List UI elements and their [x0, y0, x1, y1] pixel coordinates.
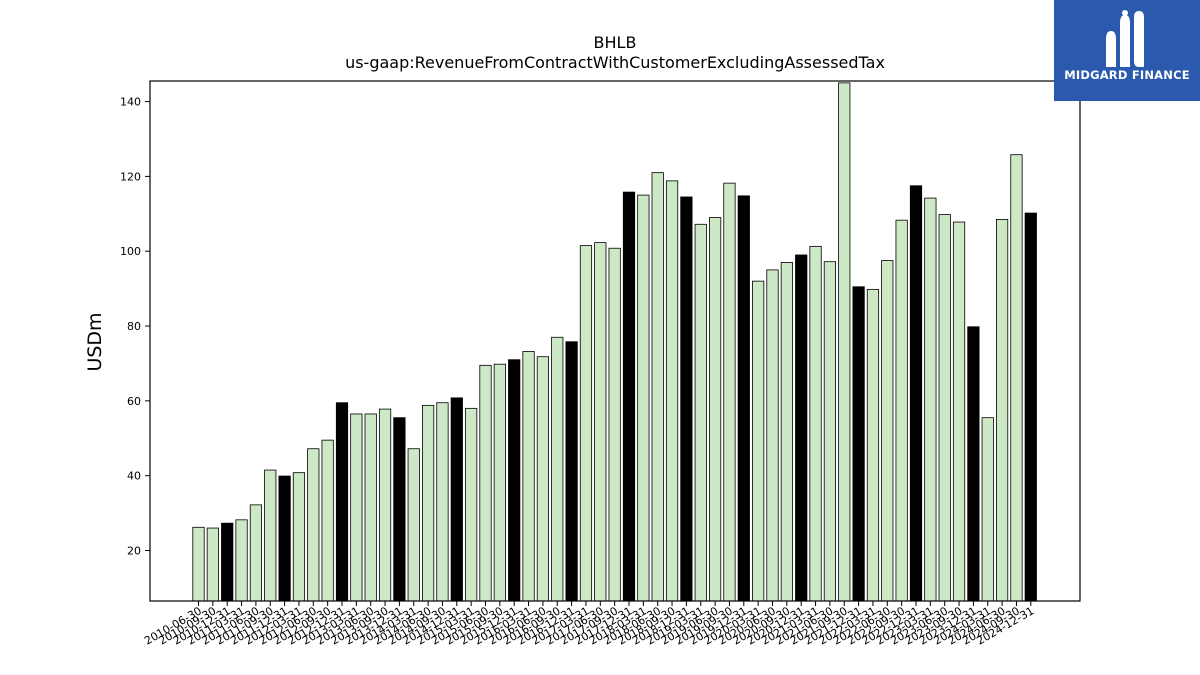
- bar-2011-09-30: [264, 469, 277, 602]
- bar-2021-12-31: [852, 286, 865, 602]
- bar-2010-06-30: [192, 526, 205, 602]
- chart-subtitle: us-gaap:RevenueFromContractWithCustomerE…: [345, 53, 885, 72]
- bar-2015-12-31: [508, 359, 521, 602]
- bar-2017-03-31: [579, 245, 593, 602]
- y-axis-label: USDm: [84, 312, 106, 371]
- bar-2015-06-30: [479, 364, 492, 602]
- y-tick-label: 120: [120, 170, 141, 183]
- y-tick-label: 100: [120, 245, 141, 258]
- bar-2015-03-31: [465, 407, 478, 602]
- y-tick-label: 20: [127, 544, 141, 557]
- plot-area-frame: [149, 80, 1081, 602]
- bar-2019-12-31: [737, 195, 750, 602]
- bar-2016-06-30: [536, 356, 550, 602]
- bar-2024-09-30: [1010, 154, 1023, 602]
- bar-2018-09-30: [665, 180, 679, 602]
- bar-2016-03-31: [522, 351, 535, 602]
- bar-2017-09-30: [608, 247, 621, 602]
- brand-name: MIDGARD FINANCE: [1064, 68, 1190, 82]
- bar-2022-09-30: [895, 219, 908, 602]
- bar-2014-09-30: [436, 402, 449, 602]
- bar-2012-09-30: [321, 439, 334, 602]
- bar-2024-03-31: [981, 417, 994, 602]
- brand-logo: MIDGARD FINANCE: [1054, 0, 1200, 101]
- bar-2013-09-30: [378, 408, 392, 602]
- bar-2020-09-30: [780, 262, 793, 602]
- bar-2023-12-31: [967, 326, 980, 602]
- bar-2016-12-31: [565, 341, 578, 602]
- bar-2010-12-31: [221, 522, 234, 602]
- bar-2019-06-30: [709, 217, 722, 602]
- bar-2021-06-30: [823, 261, 837, 602]
- bar-2023-09-30: [952, 221, 966, 602]
- bar-2022-06-30: [881, 260, 894, 602]
- bar-2014-12-31: [450, 397, 463, 602]
- y-axis-ticks: 20 40 60 80 100 120 140: [120, 96, 150, 557]
- bar-2011-03-31: [235, 519, 248, 602]
- bar-2019-09-30: [723, 182, 736, 602]
- y-tick-label: 40: [127, 470, 141, 483]
- bar-2019-03-31: [694, 223, 707, 602]
- bar-2010-09-30: [206, 527, 219, 602]
- bar-2024-06-30: [996, 219, 1009, 602]
- bar-2013-12-31: [393, 417, 406, 602]
- bars-group: [192, 82, 1037, 602]
- bar-2013-03-31: [350, 413, 363, 602]
- chart-title: BHLB: [594, 33, 637, 52]
- bar-2021-09-30: [838, 82, 851, 602]
- bar-2024-12-31: [1024, 212, 1037, 602]
- bar-2017-12-31: [622, 191, 636, 602]
- bar-2012-06-30: [307, 448, 320, 602]
- bar-2016-09-30: [551, 336, 564, 602]
- bar-2020-06-30: [766, 269, 779, 602]
- bar-2017-06-30: [594, 242, 607, 602]
- bar-2022-12-31: [909, 185, 923, 602]
- bar-2011-12-31: [278, 475, 291, 602]
- y-tick-label: 80: [127, 320, 141, 333]
- y-tick-label: 140: [120, 96, 141, 109]
- midgard-logo-icon: [1106, 10, 1144, 67]
- bar-2018-12-31: [680, 196, 693, 602]
- bar-2020-03-31: [752, 280, 765, 602]
- bar-2020-12-31: [795, 254, 808, 602]
- bar-2013-06-30: [364, 413, 377, 602]
- bar-2015-09-30: [493, 363, 506, 602]
- bar-2023-03-31: [924, 197, 937, 602]
- bar-2023-06-30: [938, 214, 951, 602]
- bar-2022-03-31: [866, 288, 880, 602]
- y-tick-label: 60: [127, 395, 141, 408]
- bar-2018-06-30: [651, 172, 664, 602]
- bar-2014-03-31: [407, 448, 420, 602]
- bar-2012-12-31: [335, 402, 349, 602]
- bar-2014-06-30: [421, 404, 435, 602]
- bar-2012-03-31: [292, 472, 306, 602]
- x-axis-ticks: 2010-06-302010-09-302010-12-312011-03-31…: [142, 601, 1036, 648]
- bar-2018-03-31: [637, 194, 650, 602]
- bar-2011-06-30: [249, 504, 262, 602]
- bar-2021-03-31: [809, 245, 822, 602]
